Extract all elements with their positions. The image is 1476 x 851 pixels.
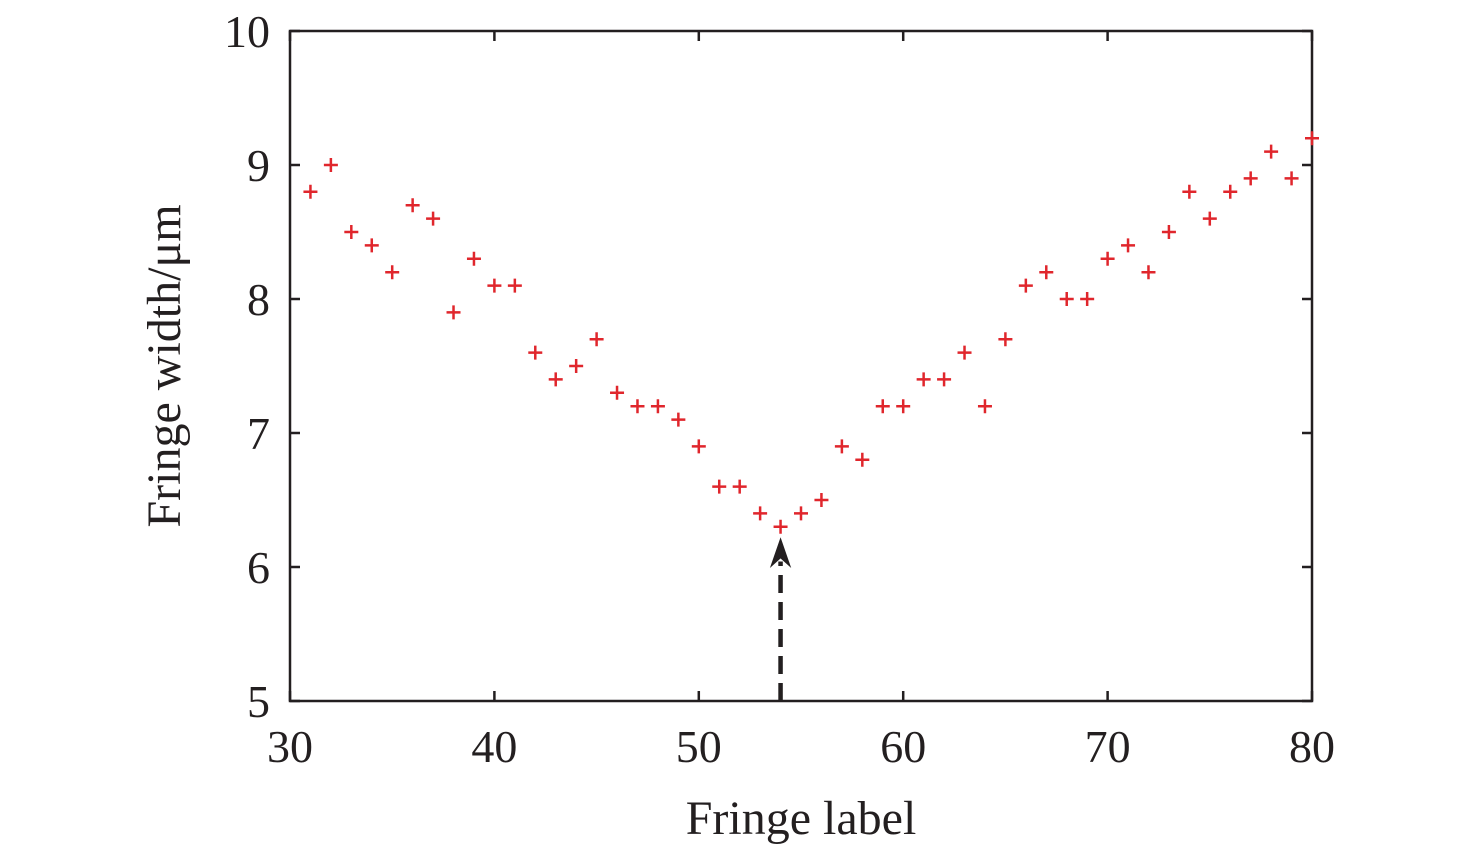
- data-point: [691, 439, 706, 454]
- y-axis-title: Fringe width/μm: [138, 204, 191, 527]
- data-point: [1243, 171, 1258, 186]
- data-point: [671, 412, 686, 427]
- data-point: [1080, 292, 1095, 306]
- x-tick-label: 30: [267, 721, 313, 772]
- data-point: [794, 506, 808, 521]
- data-point: [303, 184, 318, 199]
- data-point: [569, 359, 584, 373]
- data-point: [466, 251, 481, 266]
- data-point: [998, 332, 1013, 347]
- data-point: [712, 479, 727, 494]
- data-point: [1161, 225, 1176, 239]
- y-tick-label: 6: [247, 542, 270, 593]
- data-point: [1305, 131, 1319, 146]
- data-point: [323, 158, 338, 172]
- data-point: [385, 265, 400, 280]
- data-point: [650, 399, 665, 414]
- data-point: [548, 372, 563, 387]
- arrow-head: [769, 537, 792, 568]
- data-point: [405, 198, 420, 213]
- data-point: [589, 332, 604, 347]
- tick-labels: 30 40 50 60 70 80 5 6 7 8 9 10: [224, 6, 1335, 772]
- axis-ticks: [288, 29, 1314, 703]
- data-point: [1039, 265, 1054, 280]
- x-tick-label: 80: [1289, 721, 1335, 772]
- data-point: [753, 506, 768, 521]
- data-point: [1121, 238, 1136, 253]
- data-point: [937, 372, 952, 387]
- data-point: [875, 399, 890, 414]
- data-point: [1059, 292, 1074, 306]
- x-axis-title: Fringe label: [686, 792, 917, 845]
- x-tick-label: 40: [471, 721, 517, 772]
- data-point: [977, 399, 992, 414]
- y-tick-label: 8: [247, 274, 270, 325]
- data-point: [1264, 144, 1279, 159]
- data-point: [528, 345, 543, 360]
- x-tick-label: 50: [676, 721, 722, 772]
- data-point: [1284, 171, 1299, 186]
- y-tick-label: 5: [247, 676, 270, 727]
- data-point: [814, 493, 829, 507]
- data-point: [834, 439, 849, 454]
- data-points: [303, 131, 1319, 534]
- data-point: [1018, 278, 1033, 293]
- data-point: [630, 399, 645, 414]
- plot-area-frame: [288, 29, 1314, 703]
- data-point: [487, 278, 502, 293]
- annotations: [769, 537, 792, 701]
- data-point: [426, 211, 441, 226]
- data-point: [855, 452, 870, 467]
- data-point: [957, 345, 972, 360]
- data-point: [344, 225, 359, 239]
- x-tick-label: 60: [880, 721, 926, 772]
- data-point: [1223, 184, 1238, 199]
- y-tick-label: 9: [247, 140, 270, 191]
- data-point: [1100, 251, 1115, 266]
- data-point: [1141, 265, 1156, 280]
- y-tick-label: 7: [247, 408, 270, 459]
- data-point: [1202, 211, 1217, 226]
- data-point: [896, 399, 911, 414]
- data-point: [732, 479, 747, 494]
- data-point: [1182, 184, 1197, 199]
- data-point: [507, 278, 522, 293]
- data-point: [916, 372, 931, 387]
- y-tick-label: 10: [224, 6, 270, 57]
- data-point: [446, 305, 461, 320]
- x-tick-label: 70: [1085, 721, 1131, 772]
- data-point: [364, 238, 379, 253]
- data-point: [773, 519, 788, 534]
- data-point: [610, 385, 625, 400]
